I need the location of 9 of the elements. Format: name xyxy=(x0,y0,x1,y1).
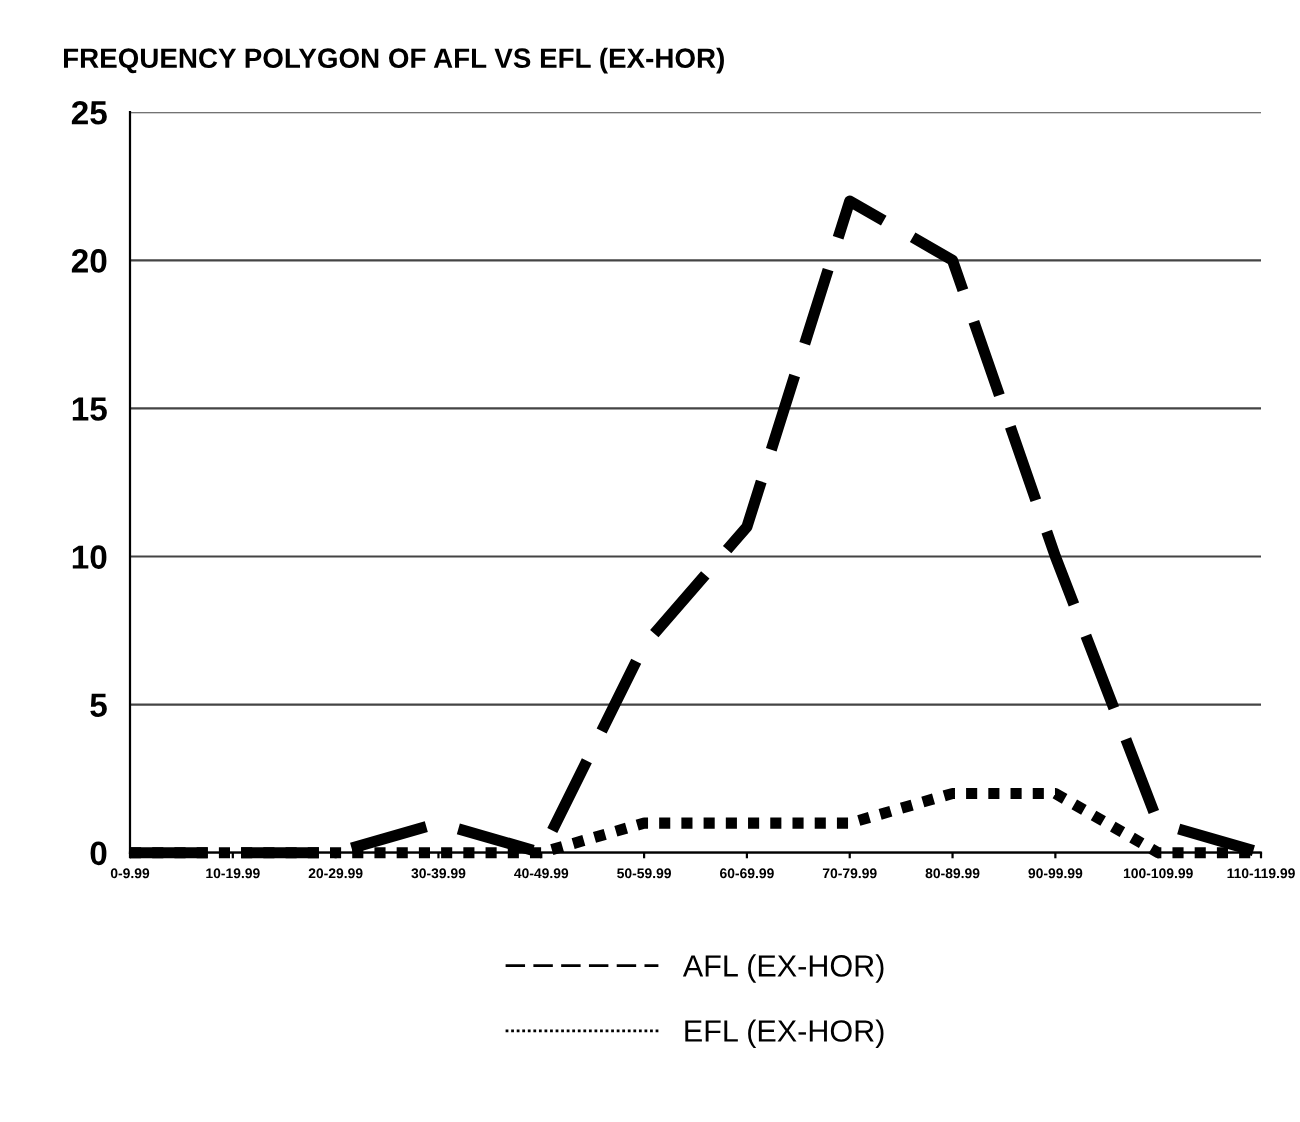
y-tick-label: 10 xyxy=(72,545,107,569)
y-tick-label: 15 xyxy=(72,397,107,421)
y-tick-label: 5 xyxy=(90,693,107,718)
y-tick-label: 0 xyxy=(90,841,107,866)
legend-label: EFL (EX-HOR) xyxy=(685,1019,884,1048)
y-tick-label: 25 xyxy=(71,101,107,125)
legend-label: AFL (EX-HOR) xyxy=(682,954,884,983)
y-tick-label: 20 xyxy=(71,249,107,273)
chart-title: FREQUENCY POLYGON OF AFL VS EFL (EX-HOR) xyxy=(64,47,724,74)
